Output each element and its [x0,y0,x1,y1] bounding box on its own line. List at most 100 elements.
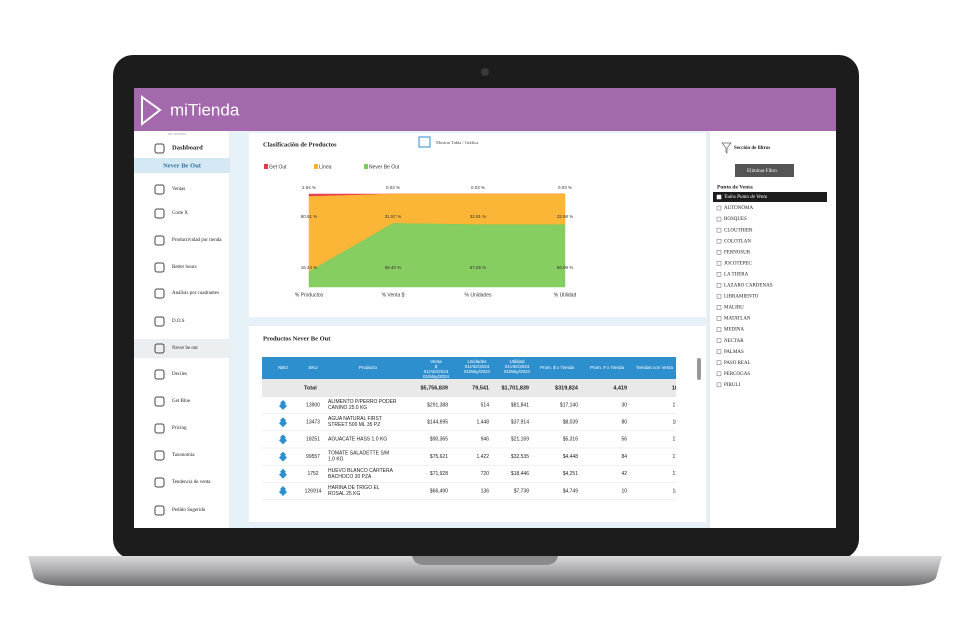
table-cell: $66,490 [430,488,448,494]
remove-filter-button[interactable] [735,164,794,177]
header-bar [134,88,836,131]
legend-label: Línea [319,164,332,170]
checkbox[interactable] [716,371,722,377]
grid-icon[interactable] [418,136,431,148]
value-label: 0.03 % [471,185,485,190]
chart-title: Clasificación de Productos [263,141,337,148]
filter-option[interactable]: Todos Punto de Venta [724,195,768,200]
product-name: ALIMENTO P/PERRO PODER CANINO 25.0 KG [328,399,397,411]
menu-item[interactable]: Pricing [172,426,187,431]
table-cell: 10 [621,488,627,494]
table-header [262,357,676,379]
checkbox[interactable] [716,316,722,321]
menu-item[interactable]: Corte X [172,211,188,216]
filter-option[interactable]: PIRULI [724,383,740,388]
legend-label: Never Be Out [369,164,400,170]
checkbox[interactable] [716,261,722,266]
product-name: TOMATE SALADETTE S/M 1.0 KG [328,451,389,463]
value-label: 0.03 % [386,185,400,190]
filter-option[interactable]: CLOUTHIER [724,228,753,233]
filter-option[interactable]: NECTAR [724,339,744,344]
button-label[interactable]: Eliminar Filtro [747,169,777,174]
menu-item[interactable]: Tendencia de venta [172,480,211,485]
menu-item[interactable]: Better hours [172,265,197,270]
value-label: 2.64 % [302,185,316,190]
filter-option[interactable]: MEDINA [724,328,744,333]
checkbox[interactable] [716,294,722,299]
table-cell: $71,928 [430,471,448,477]
filter-option[interactable]: AUTONOMA [724,206,753,211]
brand: miTienda [170,100,240,119]
x-tick-label: % Unidades [465,292,492,298]
total-cell: $319,824 [555,385,579,391]
column-header: SKU [308,365,317,370]
total-cell: $5,756,839 [420,385,448,391]
filter-option[interactable]: MALIBU [724,306,744,311]
table-cell: 42 [621,471,627,477]
table-cell: 99557 [306,454,320,460]
table-cell: 136 [481,488,490,494]
filter-option[interactable]: PALMAS [724,350,744,355]
logo [141,95,162,127]
menu-item[interactable]: Never Be Out [163,162,202,169]
table-cell: $90,365 [430,437,448,443]
table-title: Productos Never Be Out [263,335,331,342]
filter-option[interactable]: COLOTLAN [724,239,751,244]
menu-item[interactable]: Productividad por tienda [172,238,222,243]
nbo-icon [279,400,287,410]
filter-option[interactable]: JOCOTEPEC [724,261,752,266]
nbo-icon [279,434,287,445]
value-label: 16.44 % [301,265,318,270]
product-name: AGUACATE HASS 1.0 KG [328,437,387,443]
menu-item[interactable]: Dashboard [172,144,203,151]
table-cell: 720 [481,471,490,477]
table-cell: 514 [481,402,490,408]
menu-item[interactable]: Never be out [172,346,198,351]
checkbox[interactable] [716,272,722,277]
filter-option[interactable]: FERNOSUR [724,250,751,255]
menu-item[interactable]: Ventas [172,187,185,192]
menu-icon [154,343,165,354]
menu-icon [154,423,165,434]
table-cell: 946 [481,437,490,443]
nbo-icon [279,486,287,496]
column-header: Prom. # x Tienda [590,365,625,370]
filter-option[interactable]: LAZARO CARDENAS [724,284,773,289]
menu-icon [154,288,165,299]
menu-item[interactable]: D.O.S [172,319,185,324]
filter-option[interactable]: MATATLAN [724,317,751,322]
filter-option[interactable]: PASO REAL [724,361,751,366]
total-cell: Total [304,385,317,391]
checkbox[interactable] [716,305,722,310]
filter-option[interactable]: PERCOGAS [724,372,750,377]
menu-item[interactable]: Deciles [172,372,187,377]
filters-title: Sección de filtros [734,146,770,151]
checkbox[interactable] [716,338,722,343]
checkbox[interactable] [716,227,722,233]
menu-item[interactable]: Pedido Sugerido [172,508,206,513]
checkbox[interactable] [716,382,722,388]
checkbox[interactable] [716,327,722,332]
toggle[interactable]: Mostrar Tabla / Gráfica [436,140,478,145]
column-header: Unidades 01/Abr/2024 01/May/2024 [464,359,491,374]
scrollbar[interactable] [697,358,701,380]
table-cell: $5,316 [563,437,579,443]
filter-option[interactable]: BOSQUES [724,217,747,222]
checkbox[interactable] [716,283,722,288]
checkbox[interactable] [716,360,722,365]
menu-item[interactable]: Taxonomía [172,453,195,458]
table-cell: $75,621 [430,454,448,460]
filter-icon [721,142,732,154]
checkbox[interactable] [716,349,722,354]
area [308,223,566,288]
checkbox[interactable] [716,194,722,200]
menu-item[interactable]: Get Blue [172,399,191,404]
checkbox[interactable] [716,216,722,222]
filter-option[interactable]: LA TIJERA [724,272,749,277]
checkbox[interactable] [716,205,722,211]
table-cell: 80 [621,420,627,426]
checkbox[interactable] [716,250,722,255]
filter-option[interactable]: LIBRAMIENTO [724,295,759,300]
menu-item[interactable]: Análisis por cuadrantes [172,291,219,296]
checkbox[interactable] [716,238,722,244]
